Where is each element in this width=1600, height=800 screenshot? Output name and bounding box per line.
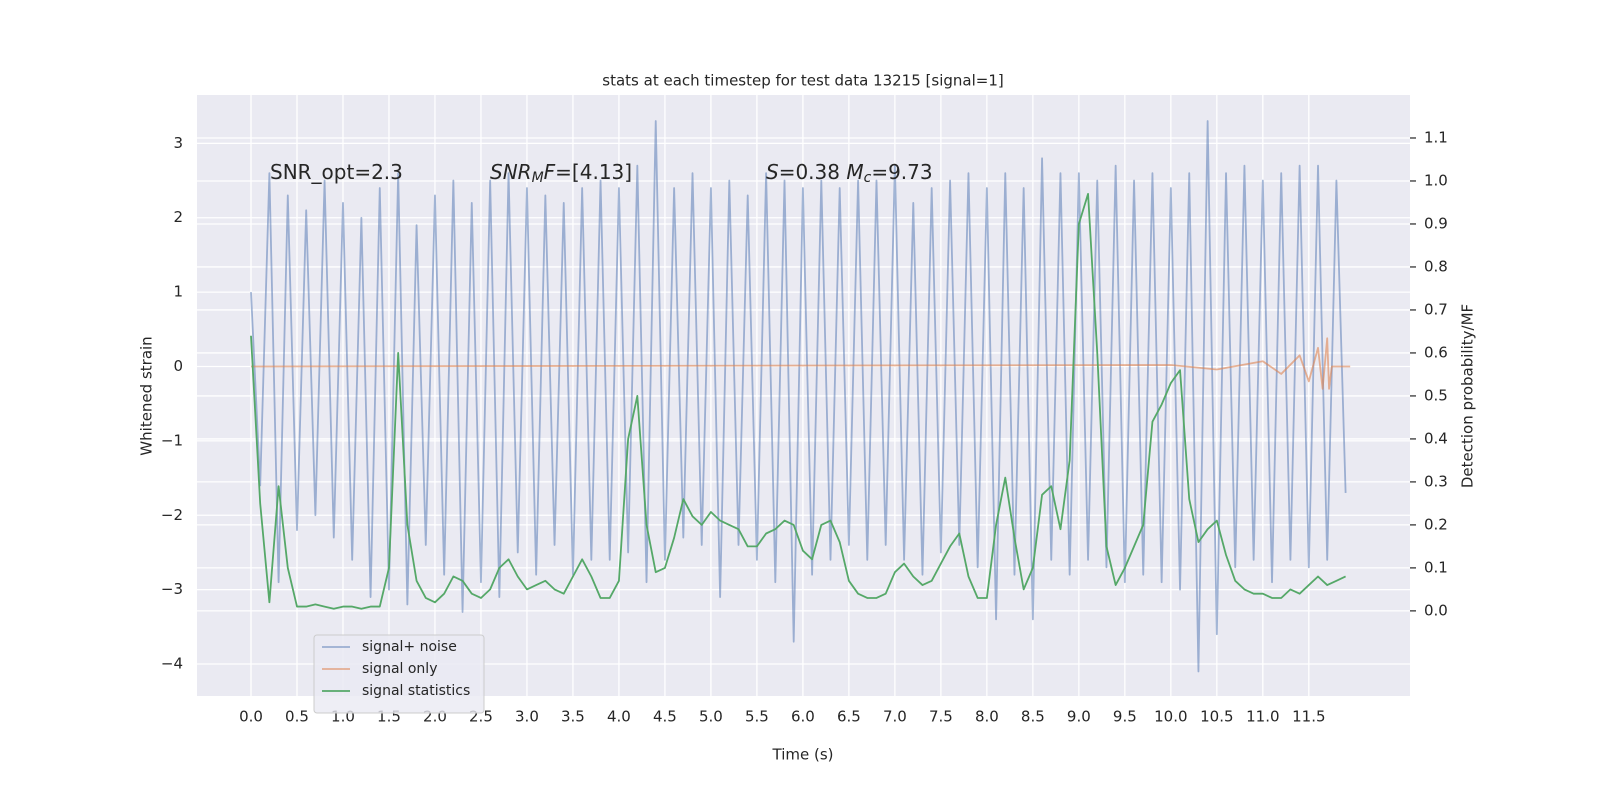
x-tick-label: 4.5 [653,708,677,726]
y-tick-label: −1 [161,431,183,449]
y-tick-label: −3 [161,580,183,598]
y-axis-label: Whitened strain [138,336,156,455]
series-line [250,120,1347,673]
annotation-part: c [864,170,872,186]
y2-tick-label: 0.1 [1424,558,1448,576]
y-tick-label: 3 [173,134,183,152]
x-tick-label: 6.5 [837,708,861,726]
y-tick-label: −2 [161,506,183,524]
x-tick-label: 3.5 [561,708,585,726]
x-tick-label: 10.0 [1154,708,1187,726]
y2-tick-label: 1.1 [1424,128,1448,146]
y2-tick-label: 0.2 [1424,515,1448,533]
x-tick-label: 8.0 [975,708,999,726]
x-tick-label: 7.5 [929,708,953,726]
y2-tick-label: 0.8 [1424,257,1448,275]
annotation: S=0.38 Mc=9.73 [766,160,933,187]
series-line [250,337,1351,390]
legend-label: signal statistics [362,683,470,699]
annotation-part: F [544,160,556,184]
annotation-part: SNR_opt=2.3 [270,160,403,184]
annotation: SNR_opt=2.3 [270,160,403,184]
x-tick-label: 5.0 [699,708,723,726]
x-tick-label: 7.0 [883,708,907,726]
x-tick-label: 11.0 [1246,708,1279,726]
y2-tick-label: 1.0 [1424,171,1448,189]
annotation: SNRMF=[4.13] [490,160,632,187]
y-tick-label: 1 [173,283,183,301]
y2-tick-label: 0.6 [1424,343,1448,361]
x-tick-label: 4.0 [607,708,631,726]
y-tick-label: 2 [173,208,183,226]
x-tick-label: 3.0 [515,708,539,726]
legend-label: signal only [362,661,437,677]
annotation-part: =0.38 [779,160,847,184]
x-tick-label: 0.5 [285,708,309,726]
annotation-part: M [846,160,863,184]
y-tick-label: 0 [173,357,183,375]
y2-tick-label: 0.7 [1424,300,1448,318]
annotation-part: M [532,170,544,186]
y2-tick-label: 0.4 [1424,429,1448,447]
x-tick-label: 11.5 [1292,708,1325,726]
x-tick-label: 6.0 [791,708,815,726]
annotation-part: S [766,160,779,184]
x-tick-label: 0.0 [239,708,263,726]
x-tick-label: 5.5 [745,708,769,726]
x-tick-label: 9.0 [1067,708,1091,726]
annotation-part: =[4.13] [555,160,632,184]
y2-tick-label: 0.9 [1424,214,1448,232]
y2-axis-label: Detection probability/MF [1459,304,1477,488]
x-axis-label: Time (s) [772,746,834,764]
y2-tick-label: 0.3 [1424,472,1448,490]
x-tick-label: 10.5 [1200,708,1233,726]
chart-title: stats at each timestep for test data 132… [602,72,1003,90]
y2-tick-label: 0.5 [1424,386,1448,404]
x-tick-label: 9.5 [1113,708,1137,726]
labels: 0.0 0.5 1.0 1.5 2.0 2.5 3.0 3.5 4.0 4.5 5.0 5.5 6.0 6… [161,128,1448,725]
legend-label: signal+ noise [362,639,457,655]
annotation-part: SNR [490,160,532,184]
legend: signal+ noise signal only signal statistic… [313,634,485,714]
legend-box [313,634,485,714]
series-line [250,192,1346,610]
x-tick-label: 8.5 [1021,708,1045,726]
y-tick-label: −4 [161,655,183,673]
annotation-part: =9.73 [871,160,932,184]
y2-tick-label: 0.0 [1424,601,1448,619]
marks [250,120,1351,673]
